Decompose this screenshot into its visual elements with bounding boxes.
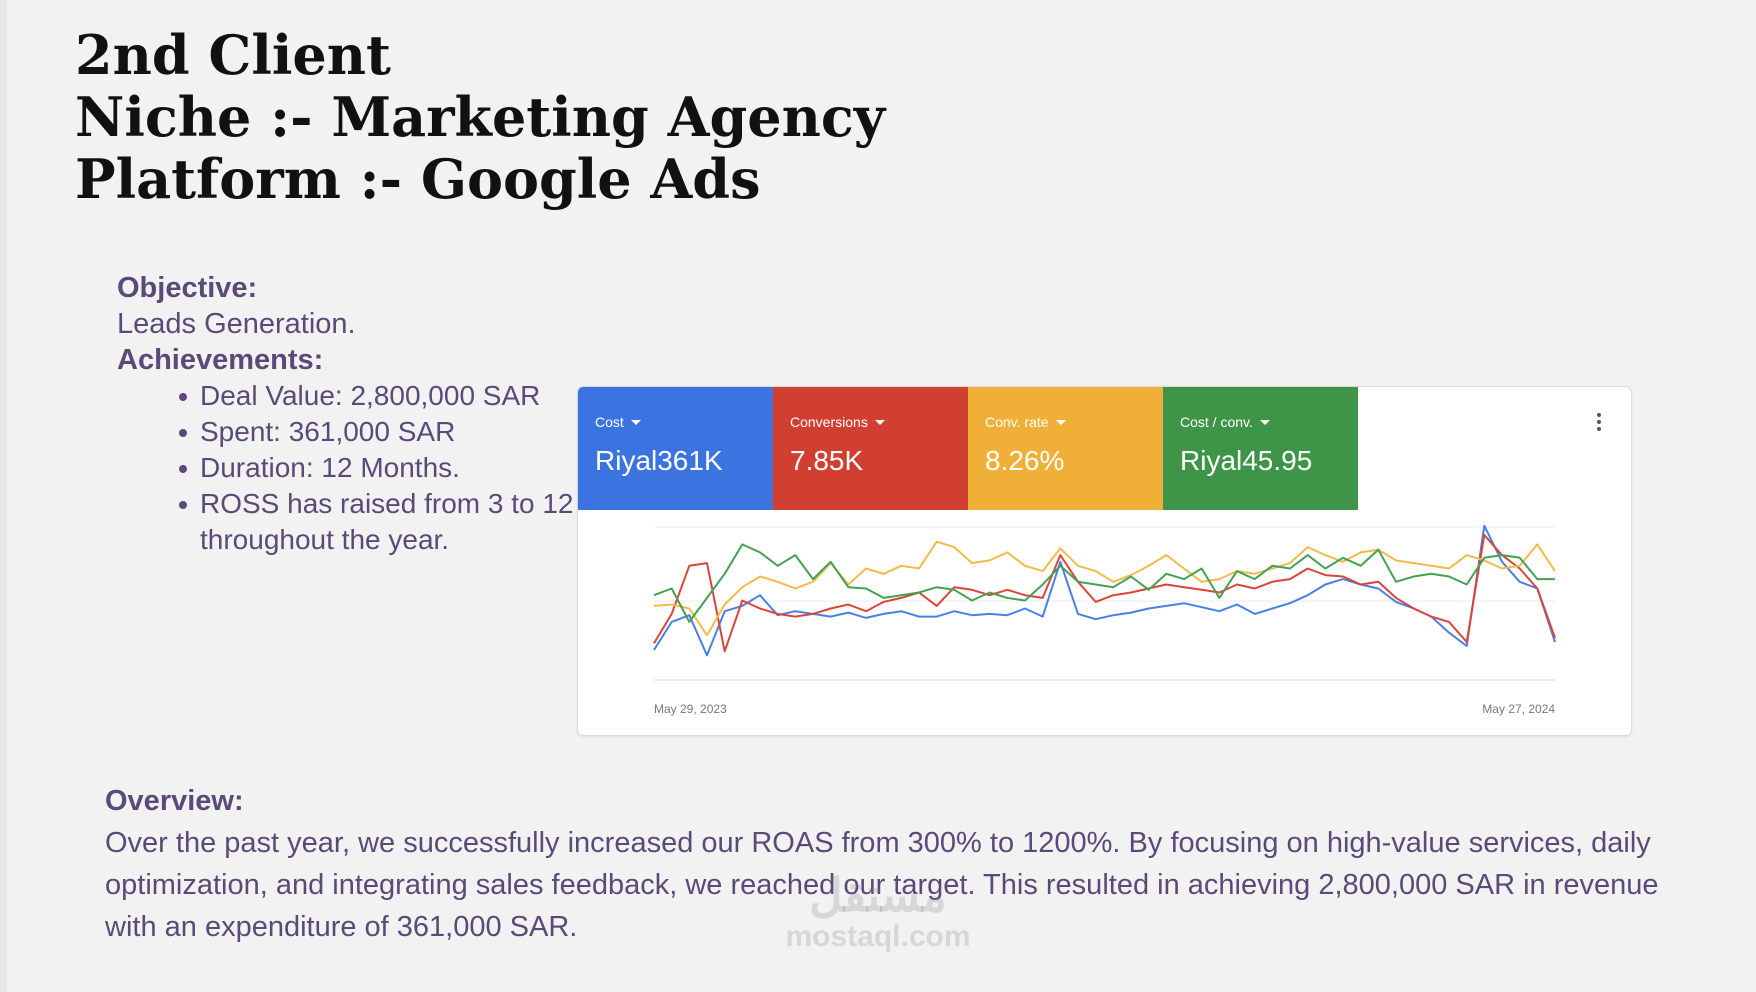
metric-tile-conv-rate[interactable]: Conv. rate 8.26%	[968, 387, 1163, 510]
metric-label: Cost / conv.	[1180, 414, 1253, 430]
line-chart	[653, 524, 1556, 681]
metric-label: Cost	[595, 414, 624, 430]
more-vert-icon[interactable]	[1597, 413, 1601, 431]
caret-down-icon	[1055, 419, 1066, 425]
google-ads-chart-card: Cost Riyal361K Conversions 7.85K Conv. r…	[577, 386, 1632, 736]
overview-text: Over the past year, we successfully incr…	[105, 827, 1659, 943]
x-axis-end-label: May 27, 2024	[1482, 702, 1555, 716]
metric-label: Conversions	[790, 414, 868, 430]
achievement-item: Duration: 12 Months.	[170, 450, 580, 486]
series-line-conv-rate	[653, 540, 1556, 637]
metric-label: Conv. rate	[985, 414, 1049, 430]
series-line-cost-conv-	[653, 543, 1555, 623]
objective-label: Objective:	[117, 272, 258, 304]
metric-tiles: Cost Riyal361K Conversions 7.85K Conv. r…	[578, 387, 1358, 510]
achievement-item: ROSS has raised from 3 to 12 throughout …	[170, 486, 580, 558]
left-edge-strip	[0, 0, 7, 992]
achievements-label: Achievements:	[117, 344, 324, 376]
metric-tile-cost-per-conv[interactable]: Cost / conv. Riyal45.95	[1163, 387, 1358, 510]
metric-value: Riyal45.95	[1180, 445, 1313, 476]
achievement-item: Spent: 361,000 SAR	[170, 414, 580, 450]
achievement-item: Deal Value: 2,800,000 SAR	[170, 378, 580, 414]
caret-down-icon	[630, 419, 641, 425]
objective-text: Leads Generation.	[117, 308, 356, 340]
metric-value: 8.26%	[985, 445, 1065, 476]
platform-title: Platform :- Google Ads	[75, 147, 761, 211]
x-axis-start-label: May 29, 2023	[654, 702, 727, 716]
niche-title: Niche :- Marketing Agency	[75, 85, 886, 149]
overview-section: Overview: Over the past year, we success…	[105, 780, 1665, 948]
client-title: 2nd Client	[75, 23, 391, 87]
metric-dropdown-cost[interactable]: Cost	[595, 414, 641, 430]
achievements-list: Deal Value: 2,800,000 SAR Spent: 361,000…	[170, 378, 580, 558]
metric-dropdown-conversions[interactable]: Conversions	[790, 414, 885, 430]
metric-value: 7.85K	[790, 445, 864, 476]
caret-down-icon	[1259, 419, 1270, 425]
objective-section: Objective: Leads Generation. Achievement…	[117, 270, 356, 378]
page-header: 2nd Client Niche :- Marketing Agency Pla…	[75, 24, 885, 210]
metric-value: Riyal361K	[595, 445, 723, 476]
series-line-conversions	[653, 534, 1556, 653]
caret-down-icon	[874, 419, 885, 425]
metric-tile-cost[interactable]: Cost Riyal361K	[578, 387, 773, 510]
overview-label: Overview:	[105, 785, 244, 817]
metric-tile-conversions[interactable]: Conversions 7.85K	[773, 387, 968, 510]
metric-dropdown-cost-per-conv[interactable]: Cost / conv.	[1180, 414, 1270, 430]
metric-dropdown-conv-rate[interactable]: Conv. rate	[985, 414, 1066, 430]
series-line-cost	[653, 524, 1556, 657]
